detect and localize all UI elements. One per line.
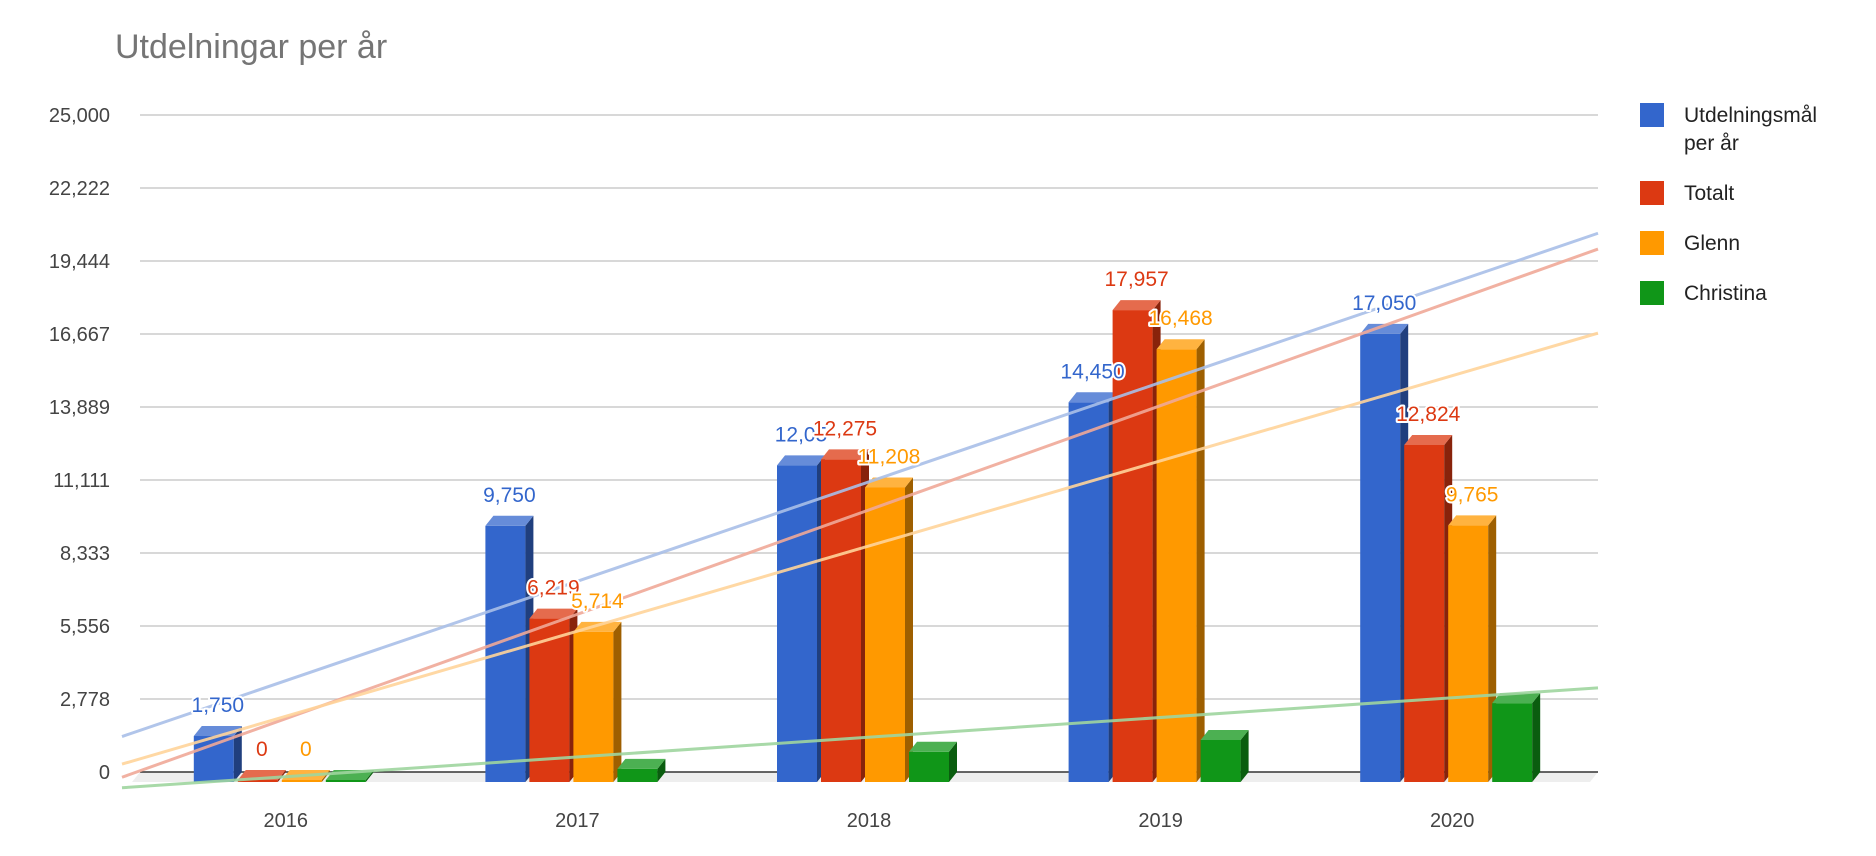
data-label: 17,957 xyxy=(1104,268,1168,291)
trendlines xyxy=(121,231,1599,790)
bar xyxy=(529,618,570,782)
legend-swatch xyxy=(1640,281,1664,305)
trendline xyxy=(121,331,1599,766)
y-tick-label: 2,778 xyxy=(60,689,110,711)
data-label: 0 xyxy=(300,738,312,761)
data-label: 17,050 xyxy=(1352,292,1416,315)
legend-item: Christina xyxy=(1640,281,1767,305)
bar-top xyxy=(529,608,578,619)
x-tick-label: 2020 xyxy=(1430,810,1475,832)
y-tick-label: 22,222 xyxy=(49,178,110,200)
legend-swatch xyxy=(1640,231,1664,255)
bar xyxy=(617,768,658,782)
data-label: 9,765 xyxy=(1446,483,1499,506)
data-label: 1,750 xyxy=(192,694,245,717)
trendline xyxy=(121,231,1599,738)
bar-top xyxy=(485,515,534,526)
bar-side xyxy=(657,758,666,782)
bar-top xyxy=(1112,300,1161,311)
legend-item: Utdelningsmål per år xyxy=(1640,103,1817,155)
bar xyxy=(1156,349,1197,782)
bar xyxy=(325,780,366,782)
data-labels: 1,750 9,750 12,05 14,450 17,050 0 6,219 12,275 1… xyxy=(190,266,1501,763)
data-label: 6,219 xyxy=(527,577,580,600)
trendline xyxy=(121,247,1599,779)
bar-side xyxy=(1532,693,1541,782)
y-tick-label: 25,000 xyxy=(49,105,110,127)
x-tick-label: 2019 xyxy=(1138,810,1183,832)
bar xyxy=(909,751,949,782)
y-tick-label: 5,556 xyxy=(60,616,110,638)
bar xyxy=(485,525,526,782)
bar-top xyxy=(777,455,825,466)
bar-top xyxy=(1448,515,1497,526)
y-tick-label: 19,444 xyxy=(49,251,110,273)
bar xyxy=(1200,739,1241,782)
bar-top xyxy=(1200,729,1249,740)
y-tick-label: 13,889 xyxy=(49,397,110,419)
bar-side xyxy=(1240,729,1249,782)
y-tick-label: 0 xyxy=(99,762,110,784)
x-tick-label: 2017 xyxy=(555,810,600,832)
legend-label: Glenn xyxy=(1684,232,1740,255)
bar xyxy=(821,459,861,782)
data-label: 11,208 xyxy=(858,445,921,468)
bar-side xyxy=(905,477,913,782)
data-label: 0 xyxy=(256,738,268,761)
x-tick-label: 2018 xyxy=(847,810,892,832)
trendline xyxy=(121,686,1599,790)
data-label: 12,824 xyxy=(1396,403,1461,426)
x-axis-ticks: 2016 2017 2018 2019 2020 xyxy=(264,810,1475,832)
legend-label: Totalt xyxy=(1684,182,1734,205)
y-tick-label: 16,667 xyxy=(49,324,110,346)
bar-top xyxy=(1404,434,1453,445)
series-2 xyxy=(281,339,1497,782)
y-tick-label: 8,333 xyxy=(60,543,110,565)
bar-side xyxy=(949,741,957,782)
legend-swatch xyxy=(1640,103,1664,127)
chart-title: Utdelningar per år xyxy=(115,28,387,66)
bar xyxy=(1448,525,1489,782)
bar-top xyxy=(909,741,957,752)
x-tick-label: 2016 xyxy=(264,810,309,832)
legend-item: Glenn xyxy=(1640,231,1740,255)
data-label: 14,450 xyxy=(1060,360,1124,383)
bar xyxy=(573,631,614,782)
bar xyxy=(237,780,278,782)
y-tick-label: 11,111 xyxy=(53,470,110,492)
bar xyxy=(777,465,817,782)
data-label: 9,750 xyxy=(483,484,536,507)
bars xyxy=(193,300,1541,782)
bar xyxy=(281,780,322,782)
y-axis-ticks: 0 2,778 5,556 8,333 11,111 13,889 16,667 19,444… xyxy=(49,105,110,784)
legend-label: Utdelningsmål xyxy=(1684,104,1817,127)
bar xyxy=(1492,703,1533,782)
data-label: 12,05 xyxy=(775,423,828,446)
bar-side xyxy=(233,726,242,782)
gridlines xyxy=(140,114,1598,700)
bar-top xyxy=(821,449,869,460)
bar-side xyxy=(365,770,374,782)
legend-label: Christina xyxy=(1684,282,1767,305)
data-label: 16,468 xyxy=(1148,307,1212,330)
legend: Utdelningsmål per år Totalt Glenn Christina xyxy=(1640,103,1817,305)
legend-swatch xyxy=(1640,181,1664,205)
bar-top xyxy=(617,758,666,769)
bar xyxy=(1360,333,1401,782)
bar-side xyxy=(613,621,622,782)
data-label: 12,275 xyxy=(813,417,877,440)
bar-top xyxy=(1156,339,1205,350)
bar-top xyxy=(1068,392,1117,403)
legend-item: Totalt xyxy=(1640,181,1734,205)
data-label: 5,714 xyxy=(571,590,624,613)
legend-label: per år xyxy=(1684,132,1739,155)
bar-top xyxy=(865,477,913,488)
bar xyxy=(1068,402,1109,782)
bar xyxy=(1404,444,1445,782)
